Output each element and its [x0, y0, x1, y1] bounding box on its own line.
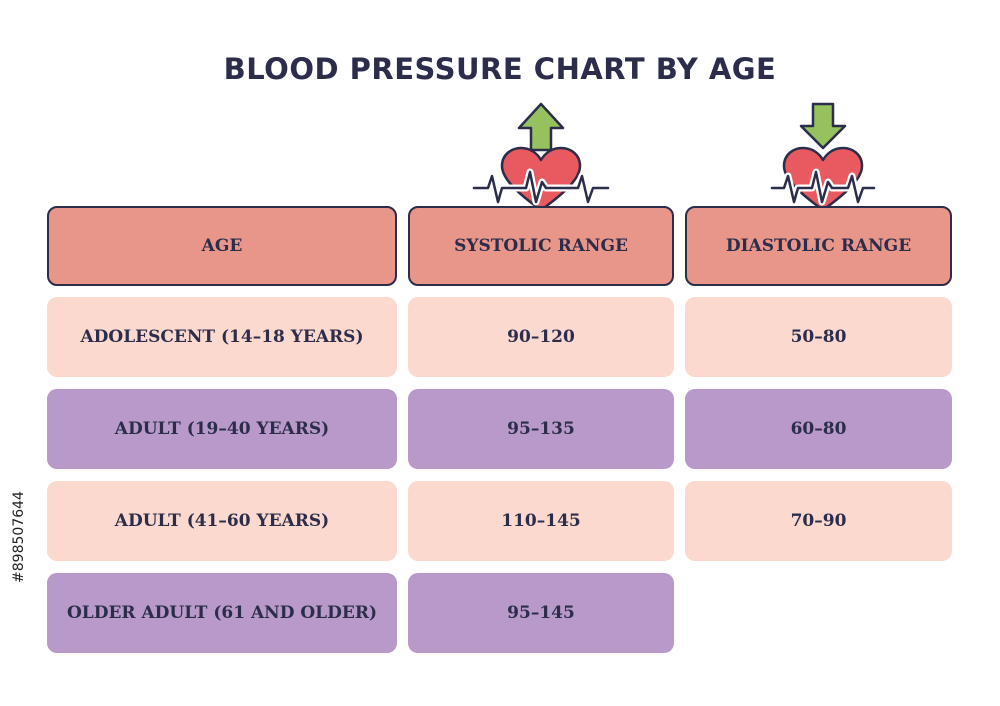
- systolic-cell: 95–135: [408, 389, 674, 469]
- age-cell: OLDER ADULT (61 AND OLDER): [47, 573, 397, 653]
- page-title: BLOOD PRESSURE CHART BY AGE: [223, 52, 777, 86]
- stock-id-text: #898507644: [11, 491, 27, 583]
- header-diastolic: DIASTOLIC RANGE: [685, 206, 952, 286]
- age-cell: ADOLESCENT (14–18 YEARS): [47, 297, 397, 377]
- systolic-cell: 90–120: [408, 297, 674, 377]
- heart-pulse-icon: [470, 146, 612, 212]
- header-systolic: SYSTOLIC RANGE: [408, 206, 674, 286]
- systolic-cell: 95–145: [408, 573, 674, 653]
- heart-pulse-icon: [768, 146, 878, 212]
- diastolic-cell: 70–90: [685, 481, 952, 561]
- diastolic-cell: 50–80: [685, 297, 952, 377]
- diastolic-icon-group: [768, 102, 878, 212]
- diastolic-cell: 60–80: [685, 389, 952, 469]
- age-cell: ADULT (19–40 YEARS): [47, 389, 397, 469]
- header-age: AGE: [47, 206, 397, 286]
- arrow-down-icon: [799, 102, 847, 150]
- age-cell: ADULT (41–60 YEARS): [47, 481, 397, 561]
- systolic-cell: 110–145: [408, 481, 674, 561]
- systolic-icon-group: [470, 102, 612, 212]
- arrow-up-icon: [517, 102, 565, 152]
- stock-id: #898507644: [8, 462, 30, 612]
